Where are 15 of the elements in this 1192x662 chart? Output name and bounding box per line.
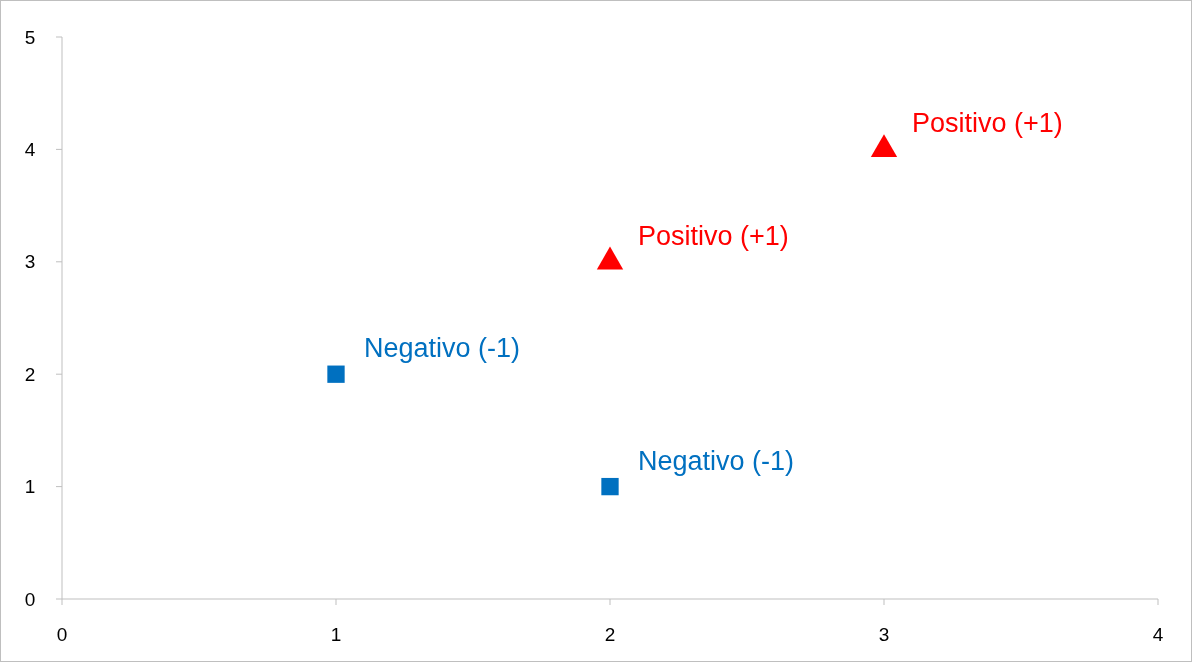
y-tick-label: 0 bbox=[24, 588, 36, 610]
x-tick-label: 2 bbox=[604, 624, 616, 645]
x-tick-label: 1 bbox=[330, 624, 342, 645]
y-tick-label: 2 bbox=[24, 363, 36, 385]
y-tick-label: 1 bbox=[24, 476, 36, 498]
series-label: Negativo (-1) bbox=[364, 333, 521, 364]
series-label: Positivo (+1) bbox=[912, 108, 1063, 139]
y-tick-label: 5 bbox=[24, 26, 36, 48]
text: Negativo (-1) bbox=[638, 445, 795, 476]
text: Positivo (+1) bbox=[638, 220, 789, 251]
x-tick-label: 0 bbox=[56, 624, 68, 645]
y-tick-label: 3 bbox=[24, 251, 36, 273]
y-tick-label: 4 bbox=[24, 139, 36, 161]
x-tick-label: 4 bbox=[1152, 624, 1164, 645]
x-tick-label: 3 bbox=[878, 624, 890, 645]
